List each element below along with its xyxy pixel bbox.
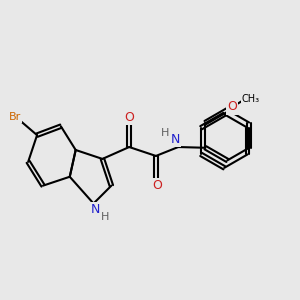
Text: Br: Br xyxy=(9,112,21,122)
Text: O: O xyxy=(227,100,237,113)
Text: N: N xyxy=(90,203,100,216)
Text: CH₃: CH₃ xyxy=(242,94,260,104)
Text: O: O xyxy=(124,111,134,124)
Text: O: O xyxy=(152,179,162,192)
Text: H: H xyxy=(161,128,169,138)
Text: N: N xyxy=(171,133,180,146)
Text: H: H xyxy=(101,212,110,222)
